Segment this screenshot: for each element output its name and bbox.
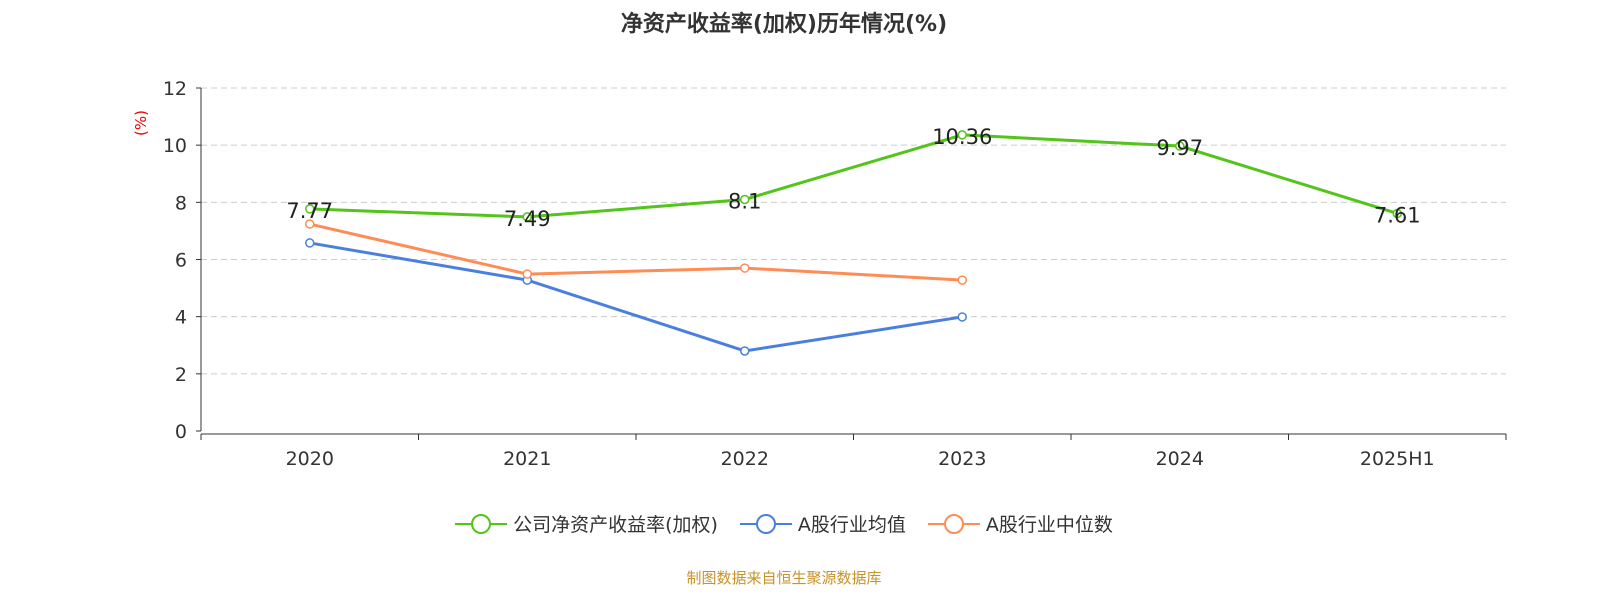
source-note: 制图数据来自恒生聚源数据库 (686, 569, 882, 587)
series-line-0 (309, 133, 1398, 219)
legend-label: A股行业均值 (797, 514, 906, 536)
y-tick-label: 2 (175, 364, 187, 386)
data-point (305, 204, 315, 214)
data-point (740, 263, 750, 273)
series-line-1 (309, 241, 963, 353)
y-tick-label: 0 (175, 421, 187, 443)
data-label: 10.36 (932, 125, 992, 149)
data-point (740, 194, 750, 205)
legend-label: 公司净资产收益率(加权) (513, 514, 718, 536)
y-tick-label: 10 (163, 135, 187, 157)
x-tick-label: 2021 (503, 448, 551, 470)
data-point (522, 212, 532, 222)
chart-title: 净资产收益率(加权)历年情况(%) (620, 12, 948, 37)
y-axis-label: (%) (132, 110, 150, 136)
legend-marker-icon (455, 513, 508, 534)
legend: 公司净资产收益率(加权) A股行业均值 A股行业中位数 (0, 510, 1568, 537)
legend-label: A股行业中位数 (985, 514, 1113, 536)
data-point (740, 346, 750, 356)
series-line-2 (309, 222, 963, 282)
legend-marker-icon (927, 513, 980, 534)
data-label: 7.77 (286, 199, 333, 223)
legend-item[interactable]: A股行业中位数 (927, 510, 1113, 537)
y-tick-label: 4 (175, 307, 187, 329)
data-label: 7.49 (504, 207, 551, 231)
legend-item[interactable]: A股行业均值 (739, 510, 906, 537)
data-point (522, 269, 532, 279)
data-label: 7.61 (1374, 203, 1421, 227)
x-tick-label: 2023 (938, 448, 986, 470)
x-tick-label: 2024 (1156, 448, 1204, 470)
data-point (1392, 208, 1402, 219)
legend-marker-icon (739, 513, 792, 534)
data-point (305, 238, 315, 248)
data-label: 9.97 (1156, 136, 1203, 160)
x-tick-label: 2020 (286, 448, 334, 470)
data-point (305, 219, 315, 229)
x-tick-label: 2022 (721, 448, 769, 470)
y-tick-label: 8 (175, 192, 187, 214)
data-point (1175, 141, 1185, 151)
data-label: 8.1 (728, 189, 761, 213)
data-point (957, 312, 967, 322)
data-point (957, 275, 967, 285)
y-tick-label: 12 (163, 78, 187, 100)
y-tick-label: 6 (175, 250, 187, 272)
x-tick-label: 2025H1 (1360, 448, 1435, 470)
data-point (957, 130, 967, 140)
legend-item[interactable]: 公司净资产收益率(加权) (455, 510, 718, 537)
